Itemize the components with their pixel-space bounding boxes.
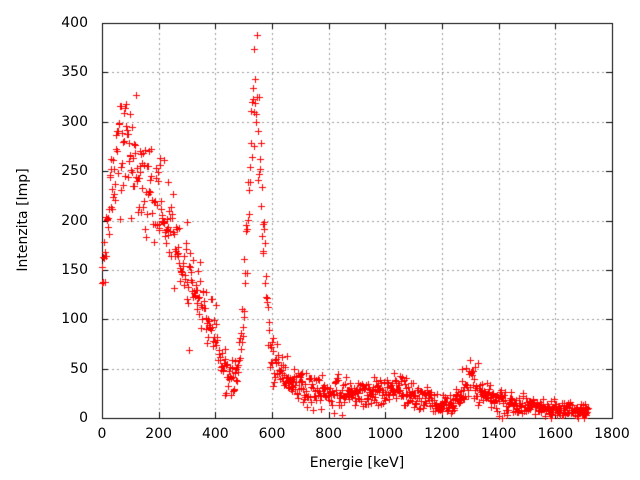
x-tick-label: 1800 — [594, 426, 630, 442]
x-axis-title: Energie [keV] — [309, 455, 405, 471]
y-tick-label: 100 — [61, 311, 88, 328]
y-tick-label: 150 — [61, 261, 88, 278]
y-tick-label: 0 — [79, 410, 88, 426]
y-tick-label: 400 — [61, 15, 88, 31]
x-tick-label: 600 — [258, 426, 286, 442]
y-tick-label: 250 — [61, 163, 88, 180]
y-tick-label: 300 — [61, 113, 88, 130]
x-tick-label: 0 — [97, 426, 107, 442]
x-tick-label: 1200 — [424, 426, 460, 442]
y-tick-label: 200 — [61, 212, 88, 229]
y-tick-label: 350 — [61, 64, 88, 81]
x-tick-label: 200 — [145, 426, 173, 442]
x-tick-label: 800 — [315, 426, 343, 442]
x-tick-label: 1400 — [480, 426, 517, 442]
y-tick-label: 50 — [70, 360, 88, 377]
x-tick-label: 400 — [201, 426, 229, 442]
x-tick-label: 1000 — [367, 426, 404, 442]
x-tick-label: 1600 — [537, 426, 574, 442]
